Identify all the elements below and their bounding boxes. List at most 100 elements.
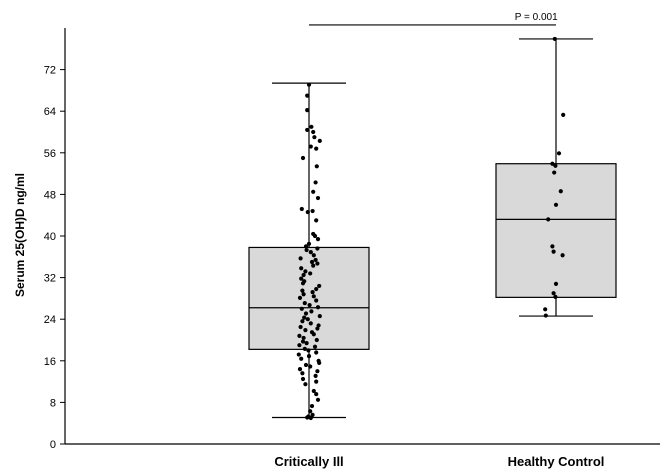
data-point xyxy=(314,350,319,355)
data-points xyxy=(296,36,566,421)
data-point xyxy=(315,261,320,266)
data-point xyxy=(309,309,314,314)
data-point xyxy=(308,321,313,326)
data-point xyxy=(299,266,304,271)
data-point xyxy=(302,346,307,351)
data-point xyxy=(553,281,559,286)
data-point xyxy=(306,241,312,246)
data-point xyxy=(311,263,316,268)
data-point xyxy=(300,288,305,293)
data-point xyxy=(312,233,318,239)
data-point xyxy=(305,127,310,133)
data-point xyxy=(302,300,307,306)
data-point xyxy=(303,362,309,368)
data-point xyxy=(297,333,302,338)
data-point xyxy=(299,276,304,281)
data-point xyxy=(552,36,557,42)
x-axis: Critically Ill Healthy Control xyxy=(65,443,660,469)
data-point xyxy=(299,356,304,361)
data-point xyxy=(297,367,303,372)
data-point xyxy=(311,388,316,394)
data-point xyxy=(300,339,306,344)
data-point xyxy=(312,344,318,349)
data-point xyxy=(551,291,556,296)
data-point xyxy=(308,415,313,421)
y-tick-label: 24 xyxy=(44,314,56,326)
category-label: Critically Ill xyxy=(274,454,343,469)
data-point xyxy=(301,272,306,278)
y-tick-label: 0 xyxy=(50,439,56,451)
data-point xyxy=(310,412,315,417)
data-point xyxy=(315,326,320,331)
data-point xyxy=(317,283,322,289)
data-point xyxy=(543,313,548,318)
data-point xyxy=(307,303,312,308)
data-point xyxy=(315,305,321,310)
data-point xyxy=(303,244,309,249)
data-point xyxy=(317,138,322,143)
data-point xyxy=(317,313,322,319)
data-point xyxy=(306,348,311,353)
data-point xyxy=(300,155,306,161)
data-point xyxy=(305,209,310,215)
data-point xyxy=(301,292,306,297)
data-point xyxy=(310,290,315,295)
data-point xyxy=(309,124,314,129)
data-point xyxy=(305,415,310,420)
data-point xyxy=(315,397,321,402)
y-tick-label: 64 xyxy=(44,106,56,118)
data-point xyxy=(305,108,310,113)
data-point xyxy=(313,180,318,185)
data-point xyxy=(313,257,318,263)
data-point xyxy=(299,206,304,212)
data-point xyxy=(314,337,319,343)
data-point xyxy=(553,294,558,299)
data-point xyxy=(298,324,303,330)
category-label: Healthy Control xyxy=(508,454,605,469)
data-point xyxy=(550,244,555,249)
data-point xyxy=(306,82,312,87)
y-tick-label: 72 xyxy=(44,65,56,77)
data-point xyxy=(297,295,303,300)
data-point xyxy=(299,306,304,311)
data-point xyxy=(314,146,319,151)
data-point xyxy=(306,354,312,359)
data-point xyxy=(314,286,319,292)
data-point xyxy=(300,281,306,286)
data-point xyxy=(553,202,559,207)
data-point xyxy=(309,259,315,265)
data-point xyxy=(305,93,310,98)
y-axis: 0 8 16 24 32 40 48 56 64 72 Serum 25(OH)D ng/ml xyxy=(13,28,66,451)
y-tick-label: 56 xyxy=(44,148,56,160)
data-point xyxy=(300,371,305,376)
y-tick-label: 32 xyxy=(44,273,56,285)
data-point xyxy=(558,189,563,194)
data-point xyxy=(311,294,316,299)
data-point xyxy=(546,217,551,222)
data-point xyxy=(314,298,319,303)
y-tick-label: 40 xyxy=(44,231,56,243)
data-point xyxy=(551,249,556,254)
data-point xyxy=(311,129,316,135)
data-point xyxy=(296,352,301,357)
data-point xyxy=(552,170,557,175)
data-point xyxy=(305,317,310,322)
data-point xyxy=(314,218,319,223)
y-tick-label: 16 xyxy=(44,356,56,368)
data-point xyxy=(308,271,313,276)
data-point xyxy=(300,376,306,382)
data-point xyxy=(308,364,313,369)
data-point xyxy=(314,379,319,384)
x-labels: Critically Ill Healthy Control xyxy=(274,454,604,469)
data-point xyxy=(553,163,558,168)
data-point xyxy=(550,161,555,166)
data-point xyxy=(304,247,309,253)
data-point xyxy=(311,253,316,258)
y-axis-title: Serum 25(OH)D ng/ml xyxy=(13,173,27,297)
data-point xyxy=(556,151,562,156)
data-point xyxy=(308,144,313,149)
data-point xyxy=(312,135,317,140)
data-point xyxy=(298,256,303,261)
data-point xyxy=(560,253,565,258)
data-point xyxy=(311,332,316,337)
